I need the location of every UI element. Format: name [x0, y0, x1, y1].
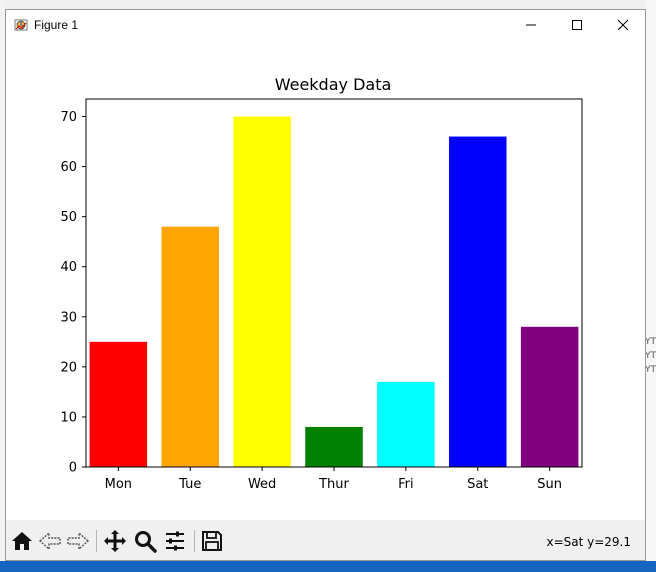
bar-thur — [305, 426, 363, 467]
background-left-edge — [0, 0, 6, 572]
background-desktop — [0, 0, 656, 10]
configure-subplots-icon[interactable] — [163, 529, 187, 553]
minimize-button[interactable] — [508, 10, 554, 40]
navigation-toolbar: x=Sat y=29.1 — [6, 520, 645, 560]
bar-sun — [520, 326, 579, 467]
x-tick-label: Sat — [467, 477, 488, 492]
figure-window: Figure 1 Weekday Data 0 10 20 30 40 50 60 70 Mo… — [5, 9, 646, 561]
bar-tue — [161, 226, 219, 467]
x-tick-label: Sun — [537, 477, 562, 492]
bar-fri — [377, 381, 435, 467]
x-tick-label: Mon — [105, 477, 132, 492]
y-tick-label: 40 — [60, 260, 77, 275]
pan-move-icon[interactable] — [103, 529, 127, 553]
zoom-magnifier-icon[interactable] — [133, 529, 157, 553]
y-tick-label: 10 — [60, 410, 77, 425]
window-title: Figure 1 — [34, 18, 79, 32]
save-floppy-icon[interactable] — [200, 529, 224, 553]
maximize-button[interactable] — [554, 10, 600, 40]
figure-canvas[interactable]: Weekday Data 0 10 20 30 40 50 60 70 Mon Tue Wed Th… — [6, 40, 645, 520]
chart-title: Weekday Data — [275, 75, 392, 94]
y-axis: 0 10 20 30 40 50 60 70 — [60, 110, 86, 476]
background-side-label: YT — [645, 365, 656, 375]
y-tick-label: 20 — [60, 360, 77, 375]
x-tick-label: Thur — [318, 477, 349, 492]
x-tick-label: Tue — [178, 477, 201, 492]
y-tick-label: 60 — [60, 160, 77, 175]
background-right-panel — [646, 0, 656, 572]
minimize-icon — [526, 24, 536, 26]
toolbar-separator — [96, 530, 97, 552]
home-icon[interactable] — [10, 529, 34, 553]
bar-chart: Weekday Data 0 10 20 30 40 50 60 70 Mon Tue Wed Th… — [60, 75, 583, 492]
background-side-label: YT — [645, 337, 656, 347]
back-arrow-icon[interactable] — [38, 529, 62, 553]
close-icon — [617, 19, 629, 31]
background-side-label: YT — [645, 351, 656, 361]
title-bar[interactable]: Figure 1 — [6, 10, 645, 40]
y-tick-label: 0 — [69, 461, 77, 476]
x-tick-label: Fri — [398, 477, 414, 492]
forward-arrow-icon[interactable] — [66, 529, 90, 553]
y-tick-label: 30 — [60, 310, 77, 325]
x-axis: Mon Tue Wed Thur Fri Sat Sun — [105, 467, 562, 492]
bar-wed — [233, 116, 291, 468]
y-tick-label: 70 — [60, 110, 77, 125]
toolbar-separator — [194, 530, 195, 552]
matplotlib-figure-icon — [14, 19, 28, 31]
bar-sat — [449, 136, 507, 467]
bars-group — [89, 116, 579, 468]
y-tick-label: 50 — [60, 210, 77, 225]
maximize-icon — [572, 20, 582, 30]
cursor-coordinates-readout: x=Sat y=29.1 — [546, 535, 631, 549]
x-tick-label: Wed — [248, 477, 276, 492]
bar-mon — [89, 341, 148, 467]
taskbar — [0, 561, 656, 572]
close-button[interactable] — [600, 10, 646, 40]
plot-frame — [85, 98, 583, 468]
